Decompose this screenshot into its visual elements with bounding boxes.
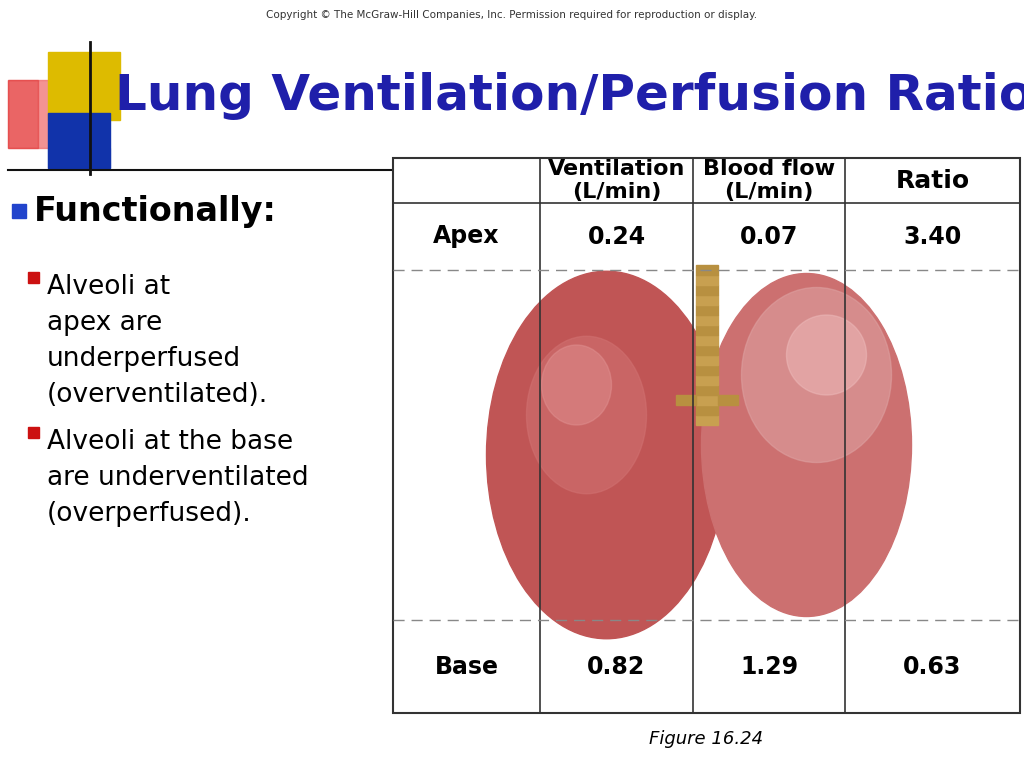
Bar [393, 620, 540, 713]
Bar [695, 275, 718, 285]
Bar [718, 395, 737, 405]
Bar [48, 52, 120, 120]
Ellipse shape [741, 287, 892, 462]
Bar [48, 148, 110, 168]
Bar [28, 272, 39, 283]
Text: Ratio: Ratio [895, 168, 970, 193]
Bar [695, 335, 718, 345]
Text: 0.63: 0.63 [903, 654, 962, 678]
Text: Alveoli at the base
are underventilated
(overperfused).: Alveoli at the base are underventilated … [47, 429, 308, 527]
Bar [695, 355, 718, 365]
Bar [12, 204, 26, 218]
Text: 3.40: 3.40 [903, 224, 962, 249]
Text: 0.07: 0.07 [739, 224, 798, 249]
Text: Alveoli at
apex are
underperfused
(overventilated).: Alveoli at apex are underperfused (overv… [47, 274, 268, 408]
Text: Lung Ventilation/Perfusion Ratios: Lung Ventilation/Perfusion Ratios [115, 72, 1024, 120]
Bar [676, 395, 695, 405]
Text: 1.29: 1.29 [740, 654, 798, 678]
Text: Copyright © The McGraw-Hill Companies, Inc. Permission required for reproduction: Copyright © The McGraw-Hill Companies, I… [494, 160, 920, 169]
Ellipse shape [786, 315, 866, 395]
Ellipse shape [486, 271, 726, 639]
Bar [8, 80, 70, 148]
Bar [48, 113, 110, 168]
Bar [695, 325, 718, 335]
Bar [695, 395, 718, 405]
Text: Figure 16.24: Figure 16.24 [649, 730, 764, 748]
Bar [695, 315, 718, 325]
Bar [393, 158, 1020, 713]
Bar [695, 305, 718, 315]
Ellipse shape [526, 336, 646, 494]
Text: Copyright © The McGraw-Hill Companies, Inc. Permission required for reproduction: Copyright © The McGraw-Hill Companies, I… [266, 10, 758, 20]
Text: Functionally:: Functionally: [34, 194, 276, 227]
Text: 0.82: 0.82 [588, 654, 645, 678]
Bar [393, 158, 1020, 203]
Ellipse shape [701, 273, 911, 617]
Bar [695, 265, 718, 275]
Bar [695, 375, 718, 385]
Bar [695, 365, 718, 375]
Bar [695, 415, 718, 425]
Bar [845, 620, 1020, 713]
Bar [393, 270, 1020, 620]
Text: Base: Base [434, 654, 499, 678]
Bar [8, 80, 38, 148]
Bar [845, 203, 1020, 270]
Bar [393, 203, 540, 270]
Bar [695, 285, 718, 295]
Text: Ventilation
(L/min): Ventilation (L/min) [548, 159, 685, 202]
Ellipse shape [542, 345, 611, 425]
Text: Blood flow
(L/min): Blood flow (L/min) [702, 159, 835, 202]
Bar [695, 405, 718, 415]
Text: Apex: Apex [433, 224, 500, 249]
Bar [28, 427, 39, 438]
Text: 0.24: 0.24 [588, 224, 645, 249]
Bar [695, 385, 718, 395]
Bar [695, 345, 718, 355]
Bar [695, 295, 718, 305]
